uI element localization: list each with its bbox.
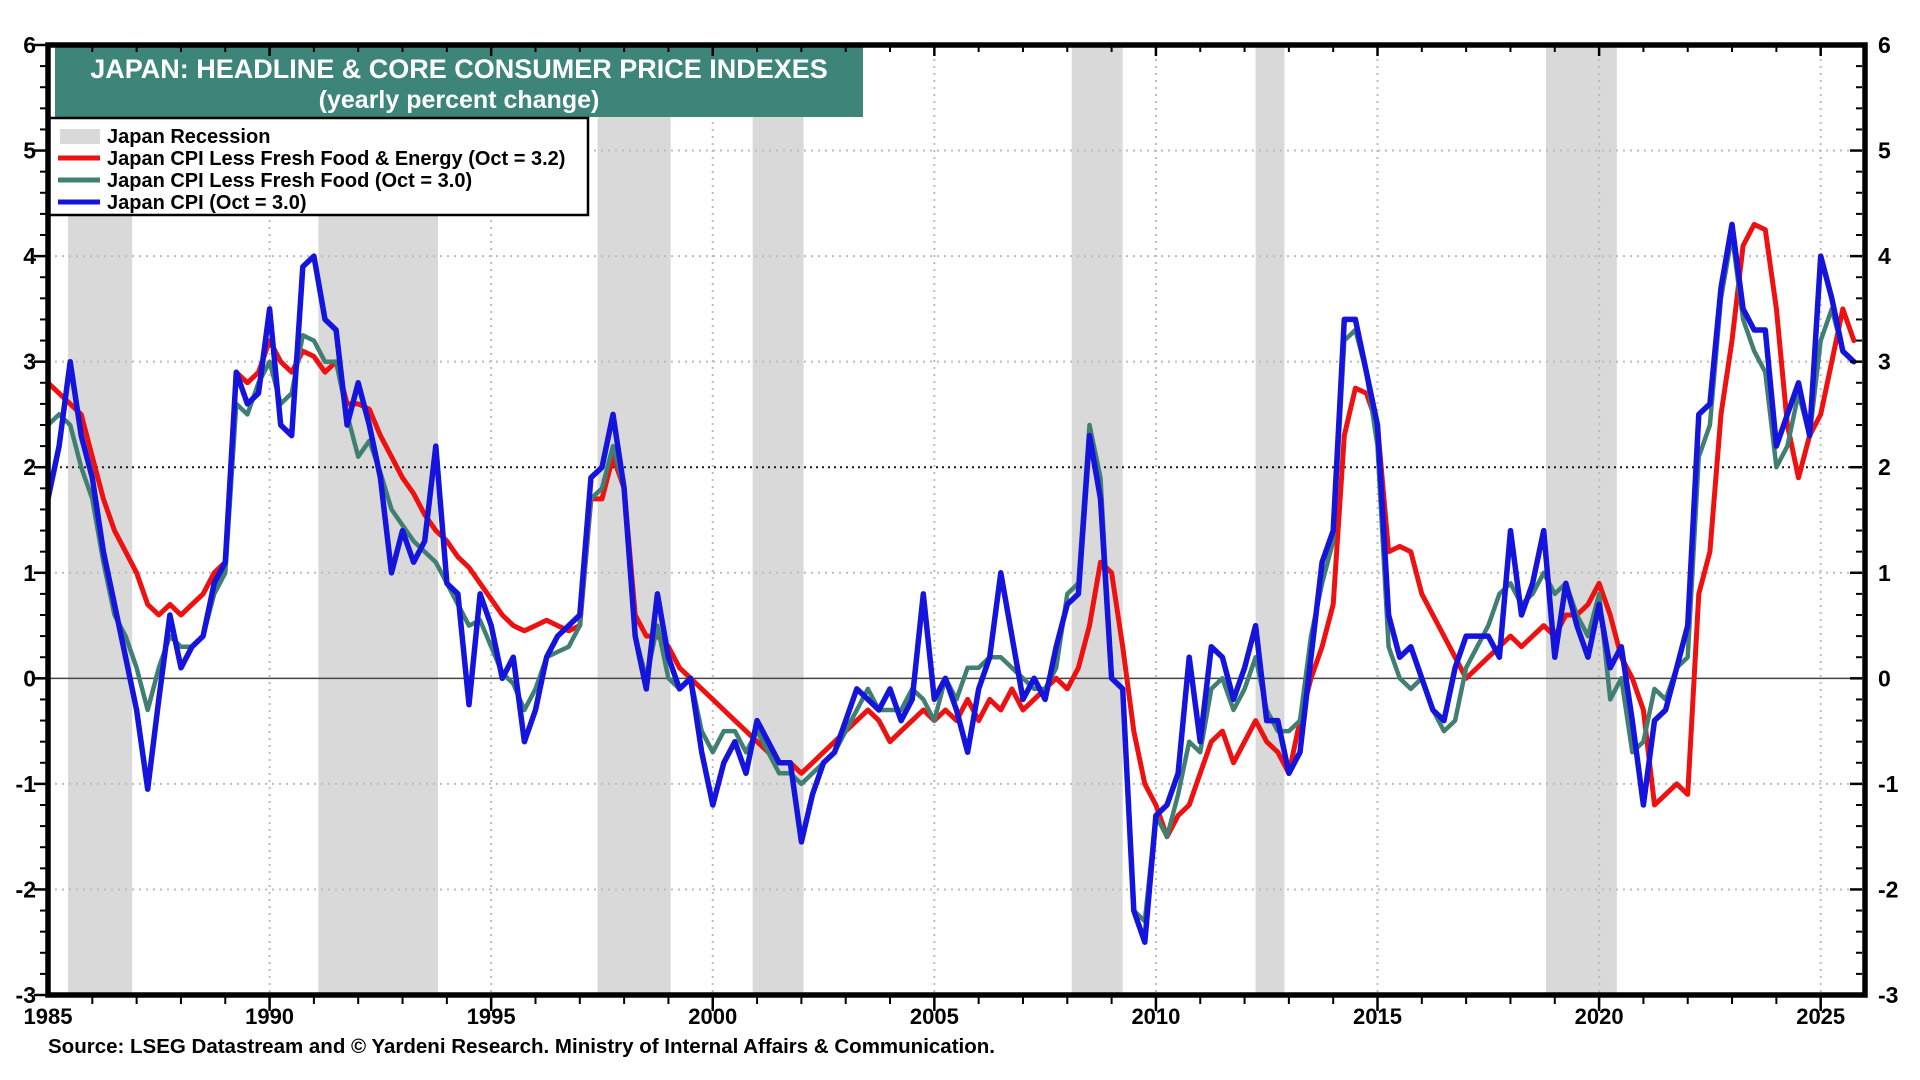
recession-band — [597, 45, 671, 995]
recession-band — [1545, 45, 1617, 995]
x-tick-label: 2005 — [910, 1004, 959, 1029]
legend-label-recession: Japan Recession — [107, 126, 270, 148]
recession-band — [1255, 45, 1285, 995]
recession-band — [752, 45, 804, 995]
legend-label-cpi-less-ff: Japan CPI Less Fresh Food (Oct = 3.0) — [107, 170, 472, 192]
y-tick-label-right: 0 — [1878, 665, 1891, 691]
y-tick-label-right: 6 — [1878, 32, 1891, 58]
legend-label-cpi: Japan CPI (Oct = 3.0) — [107, 192, 307, 214]
y-tick-label-left: -3 — [16, 982, 36, 1008]
y-tick-label-right: 3 — [1878, 349, 1891, 375]
y-tick-label-right: 4 — [1878, 243, 1891, 269]
legend-swatch-recession — [60, 129, 100, 144]
x-tick-label: 2020 — [1575, 1004, 1624, 1029]
x-tick-label: 2000 — [688, 1004, 737, 1029]
legend-box — [46, 116, 590, 217]
y-tick-label-left: 6 — [23, 32, 36, 58]
title-background — [55, 47, 863, 117]
y-tick-label-right: 5 — [1878, 138, 1891, 164]
chart-subtitle: (yearly percent change) — [319, 86, 600, 114]
y-tick-label-right: -2 — [1878, 876, 1898, 902]
plot-frame — [45, 42, 1868, 998]
y-tick-label-left: 4 — [23, 243, 36, 269]
x-tick-label: 1995 — [467, 1004, 516, 1029]
y-tick-label-left: -2 — [16, 876, 36, 902]
y-tick-label-right: -1 — [1878, 771, 1899, 797]
y-tick-label-left: 1 — [23, 560, 36, 586]
legend: Japan Recession Japan CPI Less Fresh Foo… — [46, 116, 590, 217]
x-tick-label: 2015 — [1353, 1004, 1402, 1029]
y-tick-label-left: 5 — [23, 138, 36, 164]
y-tick-label-right: 1 — [1878, 560, 1891, 586]
x-tick-label: 2025 — [1796, 1004, 1845, 1029]
series-japan-cpi — [45, 221, 1857, 945]
source-note: Source: LSEG Datastream and © Yardeni Re… — [48, 1035, 995, 1058]
recession-band — [1071, 45, 1123, 995]
y-tick-label-left: 2 — [23, 454, 36, 480]
y-tick-label-left: 3 — [23, 349, 36, 375]
x-tick-label: 1985 — [24, 1004, 73, 1029]
y-tick-label-left: 0 — [23, 665, 36, 691]
legend-label-cpi-less-ff-energy: Japan CPI Less Fresh Food & Energy (Oct … — [107, 148, 565, 170]
y-tick-label-right: 2 — [1878, 454, 1891, 480]
chart-title-box: JAPAN: HEADLINE & CORE CONSUMER PRICE IN… — [55, 47, 863, 117]
chart-title: JAPAN: HEADLINE & CORE CONSUMER PRICE IN… — [90, 54, 828, 84]
y-tick-label-left: -1 — [16, 771, 37, 797]
y-tick-label-right: -3 — [1878, 982, 1898, 1008]
x-tick-label: 1990 — [245, 1004, 294, 1029]
x-tick-label: 2010 — [1131, 1004, 1180, 1029]
